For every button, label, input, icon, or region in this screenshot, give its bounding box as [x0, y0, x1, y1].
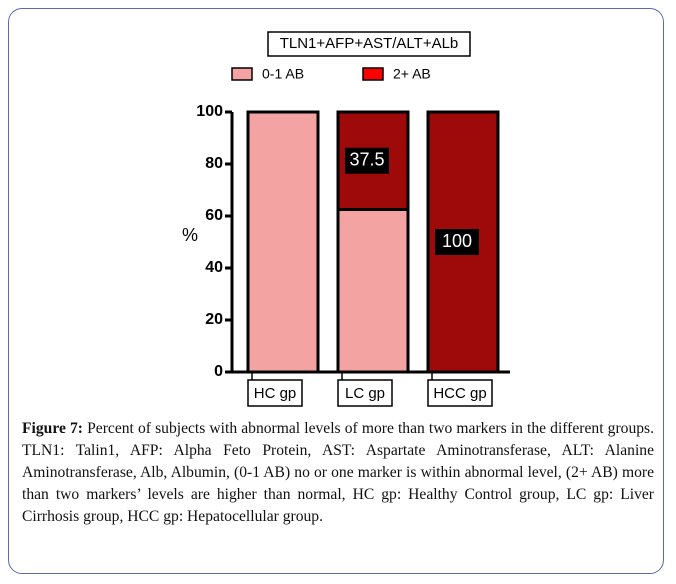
- legend-label: 0-1 AB: [262, 66, 304, 82]
- x-tick-label: HCC gp: [433, 385, 486, 402]
- caption-text: Percent of subjects with abnormal levels…: [22, 420, 654, 525]
- data-label: 100: [442, 231, 472, 251]
- data-label-bg: [345, 147, 389, 174]
- caption-label: Figure 7:: [22, 420, 83, 437]
- x-label-box: [247, 379, 303, 407]
- bar-segment: [246, 110, 320, 374]
- figure-frame: [8, 8, 664, 574]
- x-tick-label: HC gp: [254, 385, 297, 402]
- caption: Figure 7: Percent of subjects with abnor…: [22, 418, 654, 528]
- y-tick-label: 40: [205, 259, 223, 276]
- bar-segment: [336, 208, 410, 374]
- title-box: [267, 31, 471, 57]
- y-tick-label: 80: [205, 155, 223, 172]
- legend-swatch: [231, 67, 253, 81]
- y-axis-label: %: [182, 225, 198, 245]
- data-label-bg: [435, 229, 479, 255]
- y-tick-label: 60: [205, 207, 223, 224]
- y-tick-label: 20: [205, 311, 223, 328]
- y-tick-label: 0: [214, 363, 223, 380]
- y-tick-label: 100: [196, 103, 223, 120]
- data-label: 37.5: [349, 150, 384, 170]
- x-label-box: [337, 379, 393, 407]
- x-label-box: [427, 379, 493, 407]
- legend-label: 2+ AB: [393, 66, 431, 82]
- chart-title: TLN1+AFP+AST/ALT+ALb: [280, 35, 459, 52]
- x-tick-label: LC gp: [345, 385, 385, 402]
- legend-swatch: [362, 67, 384, 81]
